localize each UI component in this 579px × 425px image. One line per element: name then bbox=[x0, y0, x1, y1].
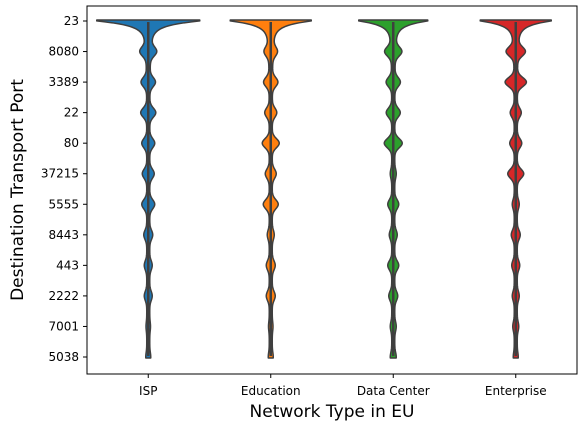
y-axis: 23 8080 3389 22 80 37215 5555 8443 443 2222 7001 50… bbox=[41, 14, 87, 364]
x-tick-label: ISP bbox=[139, 384, 157, 398]
y-tick-label: 2222 bbox=[48, 289, 79, 303]
y-tick-label: 3389 bbox=[48, 75, 79, 89]
plot-frame bbox=[86, 5, 578, 375]
y-tick-label: 37215 bbox=[41, 167, 79, 181]
y-tick-label: 8080 bbox=[48, 45, 79, 59]
y-tick-label: 7001 bbox=[48, 319, 79, 333]
x-tick-label: Enterprise bbox=[485, 384, 547, 398]
y-tick-label: 443 bbox=[56, 258, 79, 272]
x-axis-title: Network Type in EU bbox=[250, 402, 415, 422]
y-tick-label: 22 bbox=[64, 106, 79, 120]
y-tick-label: 80 bbox=[64, 136, 79, 150]
violin-layer bbox=[96, 19, 552, 359]
y-tick-label: 5038 bbox=[48, 350, 79, 364]
x-axis: ISP Education Data Center Enterprise bbox=[139, 374, 547, 398]
y-axis-title: Destination Transport Port bbox=[8, 79, 28, 301]
y-tick-label: 5555 bbox=[48, 197, 79, 211]
y-tick-label: 8443 bbox=[48, 228, 79, 242]
x-tick-label: Education bbox=[241, 384, 301, 398]
x-tick-label: Data Center bbox=[357, 384, 430, 398]
y-tick-label: 23 bbox=[64, 14, 79, 28]
